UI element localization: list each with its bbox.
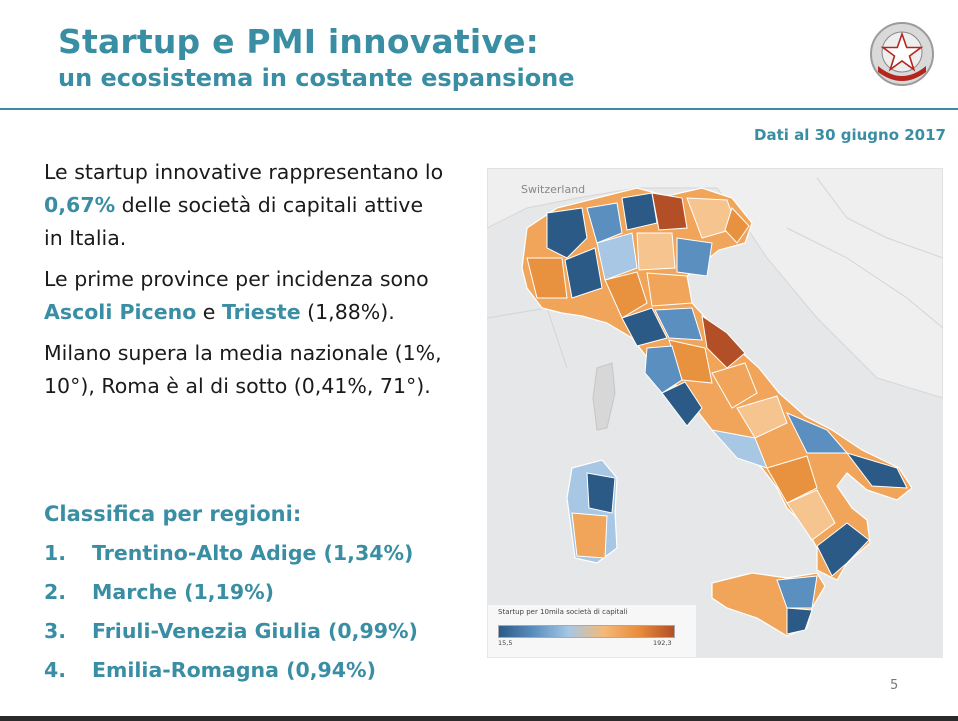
ranking-item: 3. Friuli-Venezia Giulia (0,99%) (44, 612, 418, 651)
map-area (621, 192, 658, 231)
ranking-label: Trentino-Alto Adige (1,34%) (92, 541, 414, 565)
italian-republic-emblem-icon (870, 22, 934, 86)
map-area (845, 452, 908, 489)
map-area (786, 489, 836, 541)
italy-choropleth-map: Switzerland (487, 168, 943, 658)
region-ranking: Classifica per regioni: 1. Trentino-Alto… (44, 502, 418, 690)
ranking-item: 2. Marche (1,19%) (44, 573, 418, 612)
map-area (676, 237, 713, 277)
page-number: 5 (890, 678, 899, 693)
map-area (766, 455, 818, 504)
map-area-marche (701, 314, 746, 369)
map-area-calabria (816, 522, 870, 577)
map-area (571, 512, 608, 559)
page-title: Startup e PMI innovative: (58, 22, 540, 61)
paragraph-milano-roma: Milano supera la media nazionale (1%, 10… (44, 341, 442, 398)
ranking-number: 2. (44, 580, 67, 604)
map-area (736, 395, 788, 439)
map-svg: Switzerland (487, 168, 943, 658)
legend-color-scale (498, 625, 675, 638)
map-area (654, 307, 703, 341)
legend-min: 15,5 (498, 639, 513, 647)
map-area (644, 345, 683, 394)
map-area (586, 472, 616, 514)
ranking-item: 4. Emilia-Romagna (0,94%) (44, 651, 418, 690)
ranking-label: Friuli-Venezia Giulia (0,99%) (92, 619, 418, 643)
paragraph-share-pre: Le startup innovative rappresentano lo (44, 160, 444, 184)
map-area (526, 257, 568, 299)
paragraph-provinces-post: (1,88%). (300, 300, 395, 324)
ranking-number: 1. (44, 541, 67, 565)
map-area (776, 575, 818, 609)
map-area-emilia (646, 272, 693, 307)
map-label-switzerland: Switzerland (521, 183, 585, 196)
map-legend: Startup per 10mila società di capitali 1… (488, 605, 696, 657)
ranking-label: Marche (1,19%) (92, 580, 274, 604)
paragraph-provinces-mid: e (196, 300, 222, 324)
footer-bar (0, 716, 958, 721)
paragraph-provinces: Le prime province per incidenza sono Asc… (44, 263, 444, 329)
map-area (596, 232, 638, 281)
ranking-number: 3. (44, 619, 67, 643)
map-area (786, 607, 813, 635)
map-area-trentino (651, 192, 688, 231)
share-value: 0,67% (44, 193, 116, 217)
map-area (546, 207, 588, 259)
corsica (592, 362, 616, 431)
title-block: Startup e PMI innovative: un ecosistema … (58, 22, 575, 94)
province-ascoli: Ascoli Piceno (44, 300, 197, 324)
legend-max: 192,3 (653, 639, 672, 647)
ranking-item: 1. Trentino-Alto Adige (1,34%) (44, 534, 418, 573)
paragraph-share: Le startup innovative rappresentano lo 0… (44, 156, 444, 255)
map-area (636, 232, 676, 271)
page-subtitle: un ecosistema in costante espansione (58, 64, 575, 92)
date-note: Dati al 30 giugno 2017 (754, 126, 946, 144)
map-area-friuli (724, 207, 750, 244)
map-area (604, 271, 648, 319)
map-area (564, 247, 603, 299)
province-trieste: Trieste (221, 300, 301, 324)
ranking-label: Emilia-Romagna (0,94%) (92, 658, 376, 682)
legend-title: Startup per 10mila società di capitali (498, 608, 628, 616)
map-area-lazio (661, 381, 703, 427)
ranking-number: 4. (44, 658, 67, 682)
paragraph-provinces-pre: Le prime province per incidenza sono (44, 267, 429, 291)
ranking-title: Classifica per regioni: (44, 502, 302, 526)
paragraph-share-post: delle società di capitali attive in Ital… (44, 193, 424, 250)
map-area (586, 202, 623, 244)
map-area (711, 362, 758, 409)
ranking-list: 1. Trentino-Alto Adige (1,34%) 2. Marche… (44, 534, 418, 690)
summary-text: Le startup innovative rappresentano lo 0… (44, 156, 444, 411)
map-area (621, 307, 668, 347)
header-divider (0, 108, 958, 110)
